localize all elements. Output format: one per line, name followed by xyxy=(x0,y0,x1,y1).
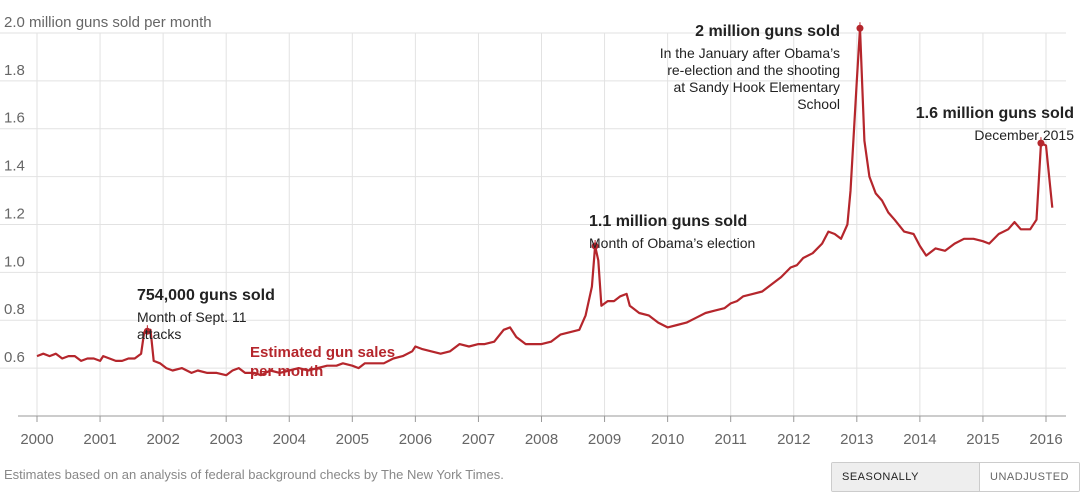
seasonally-adjusted-button[interactable]: SEASONALLY ADJUSTED xyxy=(832,463,981,491)
x-tick-label: 2001 xyxy=(83,431,116,448)
gun-sales-line-chart: 1.8 1.6 1.4 1.2 1.0 0.8 0.6 2.0 million guns s… xyxy=(0,14,1074,448)
annotation-title: 2 million guns sold xyxy=(695,23,840,40)
annotation-text: attacks xyxy=(137,326,181,342)
annotation-title: 754,000 guns sold xyxy=(137,287,275,304)
x-tick-label: 2012 xyxy=(777,431,810,448)
y-tick-label: 1.2 xyxy=(4,205,25,222)
annotation-text: Month of Sept. 11 xyxy=(137,309,247,325)
annotation-point xyxy=(856,24,864,32)
x-tick-label: 2011 xyxy=(715,431,747,448)
x-tick-label: 2015 xyxy=(966,431,999,448)
x-axis: 2000 2001 2002 2003 2004 2005 2006 2007 2008 2009… xyxy=(18,415,1066,448)
x-tick-label: 2014 xyxy=(903,431,936,448)
y-tick-label: 1.6 xyxy=(4,110,25,127)
x-tick-label: 2004 xyxy=(273,431,306,448)
y-tick-label: 1.0 xyxy=(4,253,25,270)
annotation-text: School xyxy=(797,96,840,112)
annotation-text: In the January after Obama’s xyxy=(660,45,840,61)
x-tick-label: 2016 xyxy=(1029,431,1062,448)
series-label: Estimated gun sales per month xyxy=(250,344,395,380)
annotation-text: at Sandy Hook Elementary xyxy=(673,79,840,95)
series-line xyxy=(36,27,1054,377)
gridlines xyxy=(0,32,1066,416)
unadjusted-button[interactable]: UNADJUSTED xyxy=(980,463,1079,491)
annotation-point xyxy=(591,242,599,250)
annotation-text: re-election and the shooting xyxy=(667,62,840,78)
annotation-point xyxy=(143,327,151,335)
series-label-line: per month xyxy=(250,363,323,380)
y-tick-label: 1.8 xyxy=(4,62,25,79)
x-tick-label: 2007 xyxy=(462,431,495,448)
annotation-text: Month of Obama’s election xyxy=(589,235,755,251)
annotation-point xyxy=(1037,139,1045,147)
annotation-title: 1.1 million guns sold xyxy=(589,213,747,230)
x-tick-label: 2008 xyxy=(525,431,558,448)
x-tick-label: 2002 xyxy=(146,431,179,448)
y-tick-label: 0.6 xyxy=(4,349,25,366)
y-tick-label: 1.4 xyxy=(4,158,25,175)
x-tick-label: 2005 xyxy=(336,431,369,448)
x-tick-label: 2000 xyxy=(20,431,53,448)
annotation-title: 1.6 million guns sold xyxy=(916,105,1074,122)
y-axis-ticks: 1.8 1.6 1.4 1.2 1.0 0.8 0.6 xyxy=(4,62,25,366)
x-tick-label: 2006 xyxy=(399,431,432,448)
y-axis-label: 2.0 million guns sold per month xyxy=(4,14,212,31)
x-tick-label: 2009 xyxy=(588,431,621,448)
annotations: 754,000 guns sold Month of Sept. 11attack… xyxy=(137,22,1074,342)
adjustment-toggle[interactable]: SEASONALLY ADJUSTED UNADJUSTED xyxy=(831,462,1080,492)
series-label-line: Estimated gun sales xyxy=(250,344,395,361)
x-tick-label: 2013 xyxy=(840,431,873,448)
y-tick-label: 0.8 xyxy=(4,301,25,318)
x-tick-label: 2003 xyxy=(210,431,243,448)
source-note: Estimates based on an analysis of federa… xyxy=(4,467,504,482)
x-tick-label: 2010 xyxy=(651,431,684,448)
annotation-text: December 2015 xyxy=(974,127,1074,143)
